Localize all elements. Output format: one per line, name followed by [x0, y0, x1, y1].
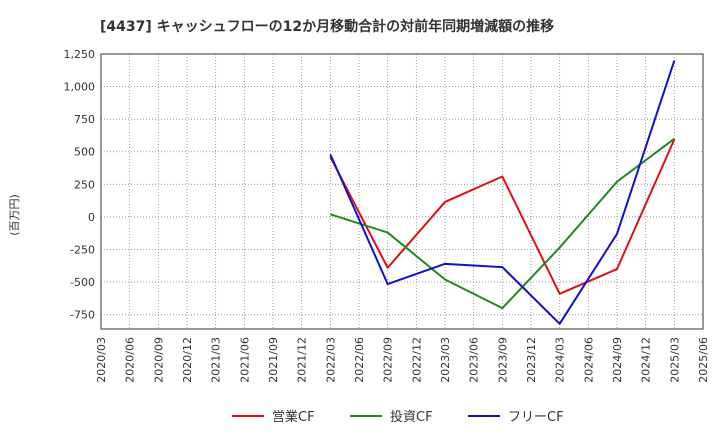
x-tick-label: 2022/12 — [410, 337, 423, 383]
legend-label: 営業CF — [272, 409, 315, 425]
legend-label: 投資CF — [390, 409, 433, 425]
x-tick-label: 2020/09 — [152, 337, 165, 383]
y-tick-label: -750 — [70, 309, 95, 322]
x-tick-label: 2025/06 — [697, 337, 710, 383]
x-tick-label: 2023/09 — [496, 337, 509, 383]
x-tick-labels: 2020/03 2020/06 2020/09 2020/12 2021/03 2021/… — [95, 337, 710, 383]
x-tick-label: 2024/03 — [554, 337, 567, 383]
x-tick-label: 2021/12 — [296, 337, 309, 383]
y-tick-label: 0 — [88, 211, 95, 224]
y-tick-label: -250 — [70, 243, 95, 256]
plot-area-border — [100, 53, 704, 330]
x-tick-label: 2024/09 — [611, 337, 624, 383]
y-axis-label: (百万円) — [8, 194, 21, 236]
legend: 営業CF 投資CF フリーCF — [232, 409, 564, 425]
series-line — [329, 60, 676, 325]
x-tick-label: 2023/03 — [439, 337, 452, 383]
x-tick-label: 2024/06 — [582, 337, 595, 383]
grid-lines — [100, 53, 704, 329]
x-tick-label: 2022/09 — [382, 337, 395, 383]
y-tick-label: -500 — [70, 276, 95, 289]
series-line — [329, 138, 676, 295]
x-tick-label: 2022/06 — [353, 337, 366, 383]
x-tick-label: 2021/03 — [210, 337, 223, 383]
x-tick-label: 2023/06 — [468, 337, 481, 383]
series-lines — [329, 60, 676, 325]
x-tick-label: 2025/03 — [668, 337, 681, 383]
x-tick-label: 2020/12 — [181, 337, 194, 383]
y-tick-label: 500 — [74, 146, 95, 159]
series-line — [330, 137, 675, 310]
y-tick-label: 750 — [74, 113, 95, 126]
x-tick-label: 2020/06 — [124, 337, 137, 383]
y-tick-label: 1,000 — [64, 81, 96, 94]
x-tick-label: 2023/12 — [525, 337, 538, 383]
y-tick-label: 1,250 — [64, 48, 96, 61]
x-tick-label: 2022/03 — [324, 337, 337, 383]
y-tick-label: 250 — [74, 178, 95, 191]
x-tick-label: 2024/12 — [640, 337, 653, 383]
x-tick-label: 2021/06 — [238, 337, 251, 383]
legend-label: フリーCF — [508, 410, 564, 425]
y-tick-labels: 1,250 1,000 750 500 250 0 -250 -500 -750 — [64, 48, 96, 322]
chart-title: [4437] キャッシュフローの12か月移動合計の対前年同期増減額の推移 — [100, 18, 554, 35]
x-tick-label: 2020/03 — [95, 337, 108, 383]
x-tick-label: 2021/09 — [267, 337, 280, 383]
